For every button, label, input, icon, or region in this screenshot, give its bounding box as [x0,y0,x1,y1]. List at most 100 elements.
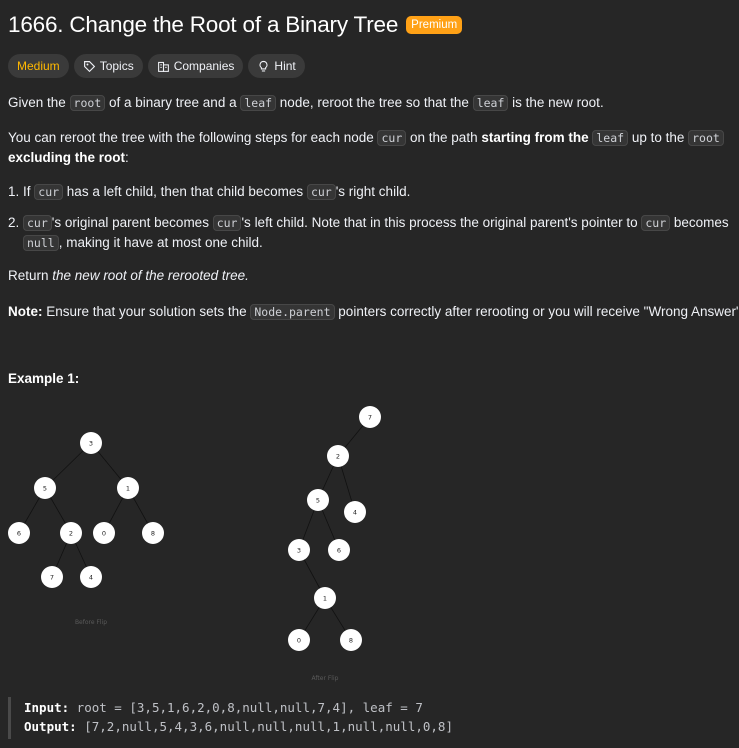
after-caption: After Flip [312,675,339,682]
tree-node: 0 [93,522,115,544]
output-value: [7,2,null,5,4,3,6,null,null,null,1,null,… [76,719,453,734]
tree-node: 8 [142,522,164,544]
italic-text: the new root of the rerooted tree. [52,268,249,283]
code-leaf: leaf [592,130,629,146]
bold-text: starting from the [481,130,589,145]
text: pointers correctly after rerooting or yo… [334,304,739,319]
svg-text:3: 3 [297,547,301,555]
tree-node: 5 [307,489,329,511]
svg-text:2: 2 [69,530,73,538]
text: 's left child. Note that in this process… [241,215,642,230]
tree-node: 8 [340,629,362,651]
svg-text:7: 7 [368,414,372,422]
text: up to the [628,130,689,145]
topics-tag[interactable]: Topics [73,54,143,78]
text: 's right child. [335,184,411,199]
companies-tag[interactable]: Companies [147,54,244,78]
step-2-line2: null, making it have at most one child. [8,232,263,253]
code-cur: cur [23,215,52,231]
example-io-bar [8,697,11,739]
text: Given the [8,95,70,110]
svg-text:2: 2 [336,453,340,461]
paragraph-steps-intro-line2: excluding the root: [8,147,129,168]
tag-icon [83,60,95,72]
bold-text: excluding the root [8,150,126,165]
code-root: root [69,95,106,111]
tree-node: 6 [8,522,30,544]
tree-node: 4 [80,566,102,588]
example-figure: 3 5 1 6 2 0 8 7 4 Before Flip 7 2 5 4 3 … [8,406,381,682]
text: 's original parent becomes [51,215,213,230]
example-title: Example 1: [8,371,80,386]
tree-node: 7 [359,406,381,428]
step-2: 2. cur's original parent becomes cur's le… [8,212,729,233]
output-label: Output: [24,719,77,734]
svg-text:6: 6 [337,547,341,555]
paragraph-intro: Given the root of a binary tree and a le… [8,92,604,113]
svg-text:5: 5 [316,497,320,505]
tree-node: 2 [327,445,349,467]
code-cur: cur [212,215,242,231]
hint-label: Hint [274,59,296,73]
tree-node: 1 [314,587,336,609]
before-tree: 3 5 1 6 2 0 8 7 4 Before Flip [8,432,164,626]
svg-text:1: 1 [323,595,327,603]
svg-text:0: 0 [102,530,106,538]
tree-node: 3 [288,539,310,561]
tree-node: 4 [344,501,366,523]
svg-text:7: 7 [50,574,54,582]
tree-node: 5 [34,477,56,499]
hint-tag[interactable]: Hint [248,54,305,78]
text: If [23,184,35,199]
svg-text:1: 1 [126,485,130,493]
premium-badge[interactable]: Premium [406,16,463,34]
tag-row: Medium Topics Companies Hint [8,54,305,78]
code-cur: cur [34,184,64,200]
code-cur: cur [306,184,336,200]
paragraph-note: Note: Ensure that your solution sets the… [8,301,739,322]
svg-text:4: 4 [353,509,357,517]
tree-node: 7 [41,566,63,588]
text: has a left child, then that child become… [63,184,307,199]
code-root: root [688,130,724,146]
example-output: Output: [7,2,null,5,4,3,6,null,null,null… [24,719,453,734]
code-leaf: leaf [240,95,277,111]
topics-label: Topics [99,59,134,73]
svg-text:5: 5 [43,485,47,493]
code-cur: cur [377,130,407,146]
title-row: 1666. Change the Root of a Binary Tree P… [8,12,463,38]
svg-text:0: 0 [297,637,301,645]
companies-label: Companies [173,59,235,73]
svg-text:3: 3 [89,440,93,448]
text: You can reroot the tree with the followi… [8,130,378,145]
text: node, reroot the tree so that the [276,95,473,110]
text: : [125,150,129,165]
code-leaf: leaf [472,95,509,111]
problem-title[interactable]: 1666. Change the Root of a Binary Tree [8,12,399,37]
tree-node: 6 [328,539,350,561]
tree-node: 2 [60,522,82,544]
list-number: 1. [8,184,20,199]
text: is the new root. [508,95,604,110]
svg-text:6: 6 [17,530,21,538]
tree-node: 3 [80,432,102,454]
paragraph-return: Return the new root of the rerooted tree… [8,265,249,286]
text: Ensure that your solution sets the [42,304,251,319]
example-input: Input: root = [3,5,1,6,2,0,8,null,null,7… [24,700,423,715]
text: on the path [406,130,482,145]
difficulty-tag: Medium [8,54,69,78]
input-value: root = [3,5,1,6,2,0,8,null,null,7,4], le… [69,700,423,715]
lightbulb-icon [259,60,268,71]
code-null: null [23,235,59,251]
text: becomes [670,215,729,230]
svg-text:4: 4 [89,574,93,582]
before-caption: Before Flip [75,619,107,626]
svg-text:8: 8 [349,637,353,645]
list-number: 2. [8,215,20,230]
text: , making it have at most one child. [58,235,263,250]
svg-text:8: 8 [151,530,155,538]
tree-node: 1 [117,477,139,499]
text: Return [8,268,53,283]
code-cur: cur [641,215,671,231]
code-node-parent: Node.parent [250,304,335,320]
